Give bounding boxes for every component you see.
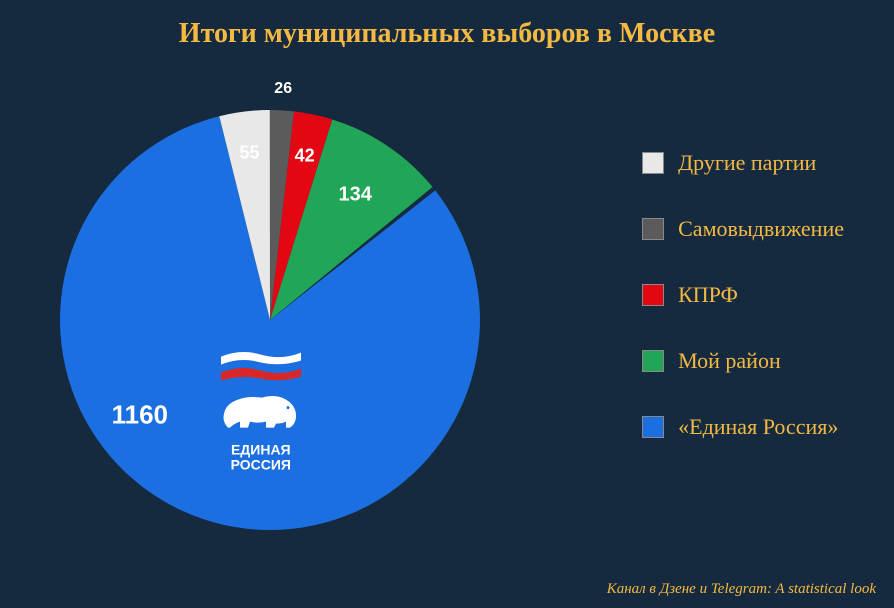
legend-label: Другие партии bbox=[678, 150, 816, 176]
legend-item: Мой район bbox=[642, 348, 844, 374]
legend-item: «Единая Россия» bbox=[642, 414, 844, 440]
legend-swatch bbox=[642, 350, 664, 372]
pie-value-label: 1160 bbox=[112, 399, 168, 430]
legend-swatch bbox=[642, 152, 664, 174]
legend-item: Другие партии bbox=[642, 150, 844, 176]
pie-chart bbox=[40, 90, 500, 550]
legend-label: Мой район bbox=[678, 348, 781, 374]
united-russia-logo: ЕДИНАЯ РОССИЯ bbox=[201, 351, 321, 474]
er-logo-line2: РОССИЯ bbox=[201, 458, 321, 473]
legend-label: КПРФ bbox=[678, 282, 738, 308]
legend-swatch bbox=[642, 416, 664, 438]
legend-swatch bbox=[642, 218, 664, 240]
er-logo-line1: ЕДИНАЯ bbox=[201, 443, 321, 458]
legend-item: КПРФ bbox=[642, 282, 844, 308]
pie-value-label: 134 bbox=[338, 184, 371, 207]
pie-value-label: 26 bbox=[274, 80, 292, 98]
legend-label: Самовыдвижение bbox=[678, 216, 844, 242]
pie-chart-area: КПРФ ЕДИНАЯ РОССИЯ 5526421341160 bbox=[40, 90, 500, 550]
chart-title: Итоги муниципальных выборов в Москве bbox=[0, 0, 894, 50]
pie-value-label: 55 bbox=[239, 143, 259, 164]
legend-swatch bbox=[642, 284, 664, 306]
legend-item: Самовыдвижение bbox=[642, 216, 844, 242]
footer-credit: Канал в Дзене и Telegram: A statistical … bbox=[607, 581, 876, 598]
legend-label: «Единая Россия» bbox=[678, 414, 838, 440]
pie-value-label: 42 bbox=[295, 145, 315, 166]
legend: Другие партии Самовыдвижение КПРФ Мой район… bbox=[642, 150, 844, 440]
